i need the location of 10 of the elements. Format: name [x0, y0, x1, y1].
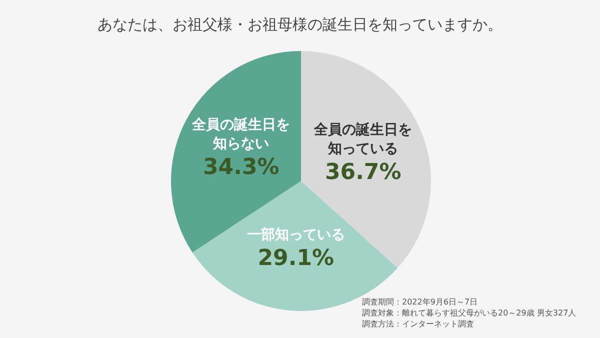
data-label: 29.1% — [258, 246, 334, 271]
text: 調査対象：離れて暮らす祖父母がいる20～29歳 男女327人 — [362, 308, 576, 318]
text: 調査期間：2022年9月6日～7日 — [362, 298, 478, 306]
slice-label: 全員の誕生日を知らない — [191, 116, 290, 152]
slice-label: 全員の誕生日を知っている — [313, 120, 412, 157]
data-label: 34.3% — [202, 155, 280, 180]
data-label: 36.7% — [324, 160, 402, 185]
text: 調査方法：インターネット調査 — [362, 320, 474, 328]
chart-title: あなたは、お祖父様・お祖母様の誕生日を知っていますか。 — [98, 16, 502, 34]
slice-label: 一部知っている — [246, 226, 345, 243]
